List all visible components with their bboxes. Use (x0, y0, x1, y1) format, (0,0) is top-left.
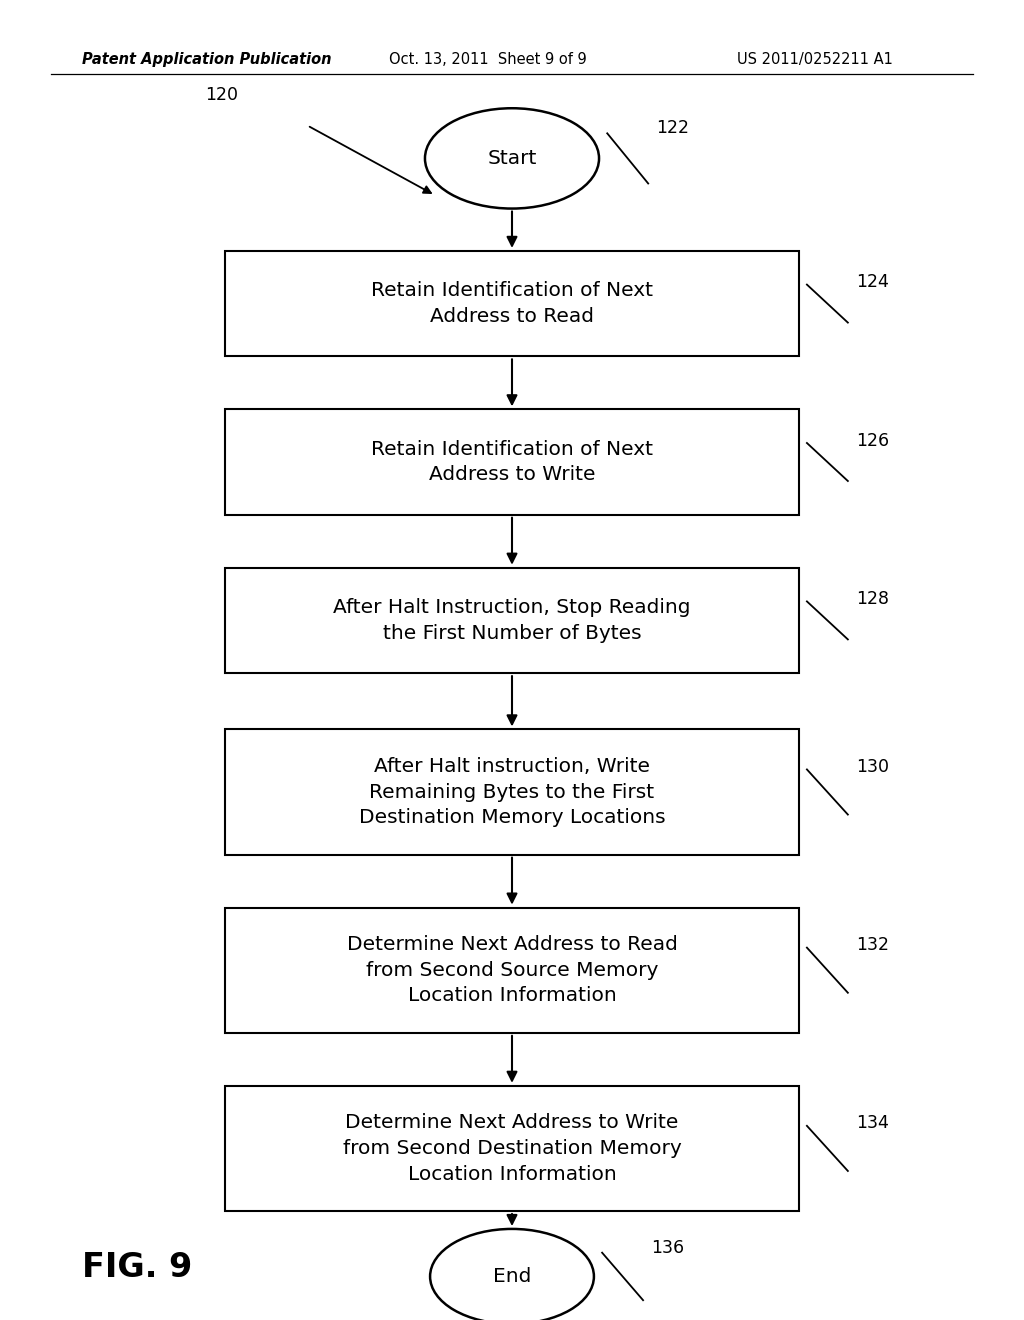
Text: Determine Next Address to Read
from Second Source Memory
Location Information: Determine Next Address to Read from Seco… (346, 935, 678, 1006)
Text: Start: Start (487, 149, 537, 168)
Text: 124: 124 (856, 273, 889, 292)
Text: 132: 132 (856, 936, 889, 954)
Text: 128: 128 (856, 590, 889, 609)
Text: 122: 122 (656, 119, 689, 137)
Text: 126: 126 (856, 432, 889, 450)
Text: 134: 134 (856, 1114, 889, 1133)
Bar (225, 729, 799, 855)
Bar (225, 251, 799, 356)
Text: End: End (493, 1267, 531, 1286)
Text: 120: 120 (205, 86, 238, 104)
Ellipse shape (430, 1229, 594, 1320)
Text: Determine Next Address to Write
from Second Destination Memory
Location Informat: Determine Next Address to Write from Sec… (343, 1113, 681, 1184)
Text: Patent Application Publication: Patent Application Publication (82, 51, 332, 67)
Text: Retain Identification of Next
Address to Write: Retain Identification of Next Address to… (371, 440, 653, 484)
Text: US 2011/0252211 A1: US 2011/0252211 A1 (737, 51, 893, 67)
Bar (225, 908, 799, 1032)
Text: After Halt instruction, Write
Remaining Bytes to the First
Destination Memory Lo: After Halt instruction, Write Remaining … (358, 756, 666, 828)
Text: Oct. 13, 2011  Sheet 9 of 9: Oct. 13, 2011 Sheet 9 of 9 (389, 51, 587, 67)
Text: 130: 130 (856, 758, 889, 776)
Text: Retain Identification of Next
Address to Read: Retain Identification of Next Address to… (371, 281, 653, 326)
Ellipse shape (425, 108, 599, 209)
Bar (225, 1085, 799, 1212)
Text: 136: 136 (651, 1239, 684, 1257)
Text: FIG. 9: FIG. 9 (82, 1251, 193, 1283)
Bar (225, 409, 799, 515)
Text: After Halt Instruction, Stop Reading
the First Number of Bytes: After Halt Instruction, Stop Reading the… (333, 598, 691, 643)
Bar (225, 568, 799, 673)
